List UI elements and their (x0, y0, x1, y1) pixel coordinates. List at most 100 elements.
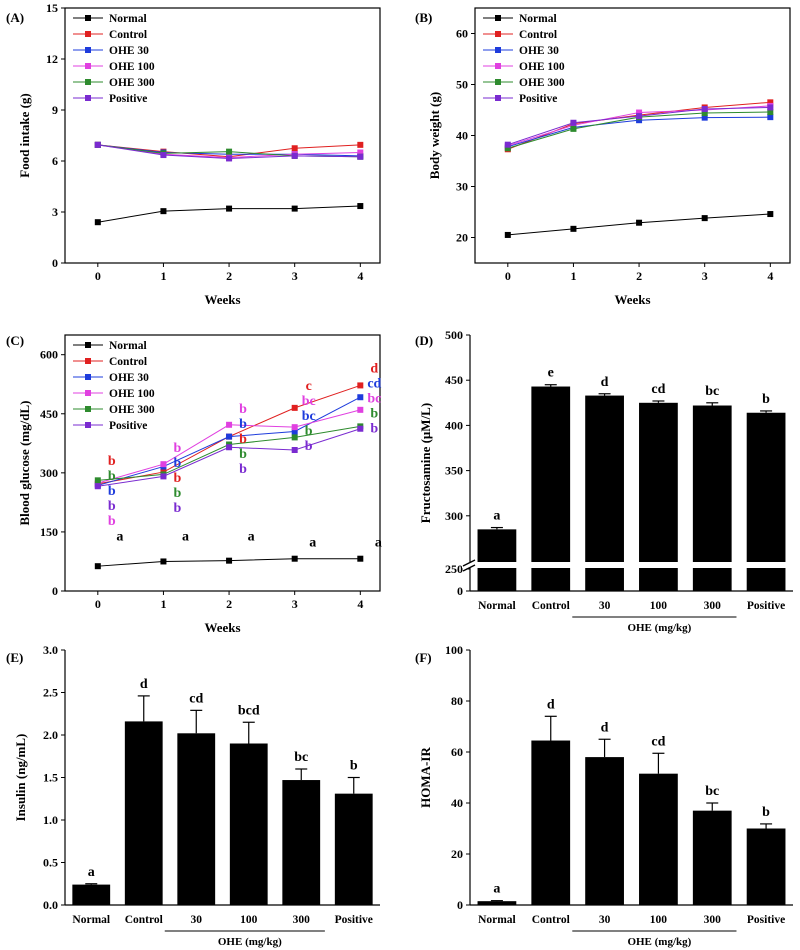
legend-item: OHE 30 (483, 45, 559, 57)
data-point (357, 394, 364, 401)
significance-label: b (305, 439, 313, 454)
legend-label: OHE 300 (109, 404, 155, 416)
x-tick-label: 1 (160, 269, 166, 283)
legend-label: Normal (109, 13, 147, 25)
legend-label: OHE 30 (109, 45, 149, 57)
y-axis-label: HOMA-IR (418, 747, 433, 808)
data-point (291, 152, 298, 159)
x-tick-label: 4 (357, 597, 363, 611)
series-ohe-100 (504, 102, 774, 149)
significance-label: bc (294, 750, 308, 765)
x-tick-label: 300 (704, 914, 722, 926)
significance-label: b (108, 469, 116, 484)
legend-item: OHE 100 (73, 61, 155, 73)
significance-label: d (601, 720, 609, 735)
y-tick-label: 2.5 (43, 686, 58, 700)
significance-label: bc (705, 784, 719, 799)
bar-group: cd 100 (639, 734, 678, 926)
legend-label: OHE 30 (109, 372, 149, 384)
significance-label: b (762, 392, 770, 407)
x-tick-label: 30 (599, 914, 611, 926)
bar-group: bc 300 (692, 784, 732, 926)
significance-label: b (239, 432, 247, 447)
y-tick-label: 12 (46, 52, 58, 66)
significance-label: b (350, 759, 358, 774)
x-tick-label: 3 (702, 269, 708, 283)
data-point (226, 433, 233, 440)
bar (746, 828, 786, 905)
bar-group: b Positive (335, 759, 373, 927)
legend-marker (85, 406, 91, 412)
legend-marker (85, 63, 91, 69)
y-tick-label: 1.0 (43, 813, 58, 827)
group-label: OHE (mg/kg) (627, 936, 691, 948)
data-point (291, 404, 298, 411)
x-tick-label: Control (532, 914, 570, 926)
panel-c: (C) 0 150 300 450 600 0 1 2 3 4 Weeks Blood glucose … (6, 333, 382, 635)
legend-marker (495, 15, 501, 21)
significance-label: a (182, 530, 189, 545)
data-point (570, 125, 577, 132)
bar-group: bc 300 (282, 750, 321, 926)
data-point (636, 113, 643, 120)
bar-group: cd 30 (177, 691, 216, 926)
y-tick-label: 150 (40, 525, 58, 539)
y-tick-label: 300 (40, 466, 58, 480)
significance-label: a (88, 865, 95, 880)
x-axis-label: Weeks (614, 292, 650, 307)
legend-marker (85, 422, 91, 428)
bar-group: d Control (531, 697, 571, 926)
panel-label: (C) (6, 333, 24, 348)
data-point (160, 558, 167, 565)
legend-label: Positive (109, 420, 147, 432)
x-tick-label: 3 (292, 269, 298, 283)
data-point (291, 555, 298, 562)
significance-label: bc (367, 391, 381, 406)
significance-label: cd (651, 382, 665, 397)
bar-group: bcd 100 (229, 703, 268, 926)
data-point (291, 205, 298, 212)
legend-marker (85, 79, 91, 85)
axis-break-mark (462, 564, 476, 572)
y-tick-label: 400 (445, 418, 463, 432)
significance-label: b (239, 447, 247, 462)
significance-label: d (370, 361, 378, 376)
y-tick-label: 30 (456, 180, 468, 194)
x-tick-label: 300 (704, 600, 722, 612)
significance-label: e (548, 366, 554, 381)
legend-marker (495, 63, 501, 69)
y-tick-label: 250 (445, 562, 463, 576)
x-tick-label: 3 (292, 597, 298, 611)
panel-label: (E) (6, 650, 23, 665)
significance-label: b (174, 456, 182, 471)
significance-label: b (108, 514, 116, 529)
legend-marker (85, 47, 91, 53)
data-point (226, 444, 233, 451)
x-tick-label: 0 (95, 269, 101, 283)
series-normal (94, 203, 364, 226)
significance-label: cd (651, 734, 665, 749)
x-tick-label: 0 (95, 597, 101, 611)
bar (639, 773, 678, 905)
data-point (767, 109, 774, 116)
significance-label: b (108, 454, 116, 469)
data-point (357, 425, 364, 432)
series-positive (94, 425, 364, 490)
bar-group: e Control (531, 366, 571, 612)
legend-label: OHE 300 (519, 77, 565, 89)
data-point (291, 428, 298, 435)
x-tick-label: 30 (191, 914, 203, 926)
x-axis-label: Weeks (204, 620, 240, 635)
data-point (291, 447, 298, 454)
x-tick-label: 4 (357, 269, 363, 283)
legend-item: Positive (483, 93, 557, 105)
legend-marker (85, 15, 91, 21)
data-point (636, 219, 643, 226)
data-point (160, 473, 167, 480)
y-axis-label: Body weight (g) (427, 92, 442, 179)
significance-label: b (239, 417, 247, 432)
legend-item: Control (483, 29, 557, 41)
data-point (767, 104, 774, 111)
legend-marker (495, 79, 501, 85)
y-tick-label: 3.0 (43, 643, 58, 657)
